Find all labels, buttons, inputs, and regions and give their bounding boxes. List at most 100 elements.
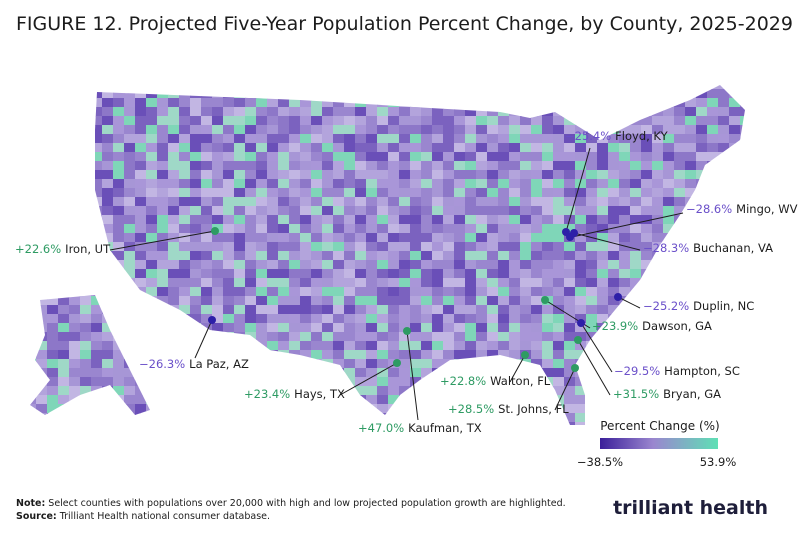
county bbox=[234, 413, 246, 423]
county bbox=[520, 143, 532, 153]
county bbox=[146, 314, 158, 324]
county bbox=[91, 170, 103, 180]
county bbox=[256, 224, 268, 234]
county bbox=[245, 134, 257, 144]
county bbox=[135, 314, 147, 324]
county bbox=[740, 287, 745, 297]
leader bbox=[554, 367, 576, 411]
county bbox=[432, 404, 444, 414]
county bbox=[652, 242, 664, 252]
county bbox=[443, 350, 455, 360]
county bbox=[619, 143, 631, 153]
county bbox=[575, 413, 587, 423]
county bbox=[696, 89, 708, 99]
county bbox=[58, 404, 70, 414]
county bbox=[322, 170, 334, 180]
county bbox=[696, 152, 708, 162]
county bbox=[410, 350, 422, 360]
county bbox=[432, 251, 444, 261]
county bbox=[190, 152, 202, 162]
county bbox=[553, 296, 565, 306]
county bbox=[179, 98, 191, 108]
county bbox=[201, 107, 213, 117]
county bbox=[575, 134, 587, 144]
county bbox=[498, 179, 510, 189]
county bbox=[245, 98, 257, 108]
county bbox=[30, 350, 37, 360]
county bbox=[223, 287, 235, 297]
county bbox=[421, 143, 433, 153]
county bbox=[289, 305, 301, 315]
county bbox=[311, 332, 323, 342]
county bbox=[410, 260, 422, 270]
county bbox=[278, 125, 290, 135]
county bbox=[630, 116, 642, 126]
county bbox=[564, 377, 576, 387]
county bbox=[256, 359, 268, 369]
county bbox=[245, 422, 257, 425]
county bbox=[729, 161, 741, 171]
county bbox=[652, 179, 664, 189]
county bbox=[476, 143, 488, 153]
county bbox=[344, 161, 356, 171]
county bbox=[311, 125, 323, 135]
county bbox=[586, 404, 598, 414]
county bbox=[487, 287, 499, 297]
county bbox=[630, 161, 642, 171]
county bbox=[377, 314, 389, 324]
county bbox=[289, 98, 301, 108]
county bbox=[608, 143, 620, 153]
county bbox=[553, 143, 565, 153]
county bbox=[333, 134, 345, 144]
county bbox=[124, 215, 136, 225]
county bbox=[619, 170, 631, 180]
county bbox=[388, 323, 400, 333]
county bbox=[179, 134, 191, 144]
county bbox=[355, 359, 367, 369]
county bbox=[256, 332, 268, 342]
county bbox=[454, 143, 466, 153]
county bbox=[102, 341, 114, 351]
county bbox=[267, 260, 279, 270]
county bbox=[740, 85, 745, 90]
county bbox=[575, 251, 587, 261]
county bbox=[201, 395, 213, 405]
county bbox=[168, 296, 180, 306]
county bbox=[641, 224, 653, 234]
county bbox=[487, 89, 499, 99]
note: Note: Select counties with populations o… bbox=[16, 498, 566, 509]
county bbox=[652, 161, 664, 171]
county bbox=[476, 242, 488, 252]
county bbox=[509, 323, 521, 333]
county bbox=[410, 170, 422, 180]
county bbox=[740, 89, 745, 99]
county bbox=[498, 161, 510, 171]
county bbox=[531, 287, 543, 297]
annotation-label: Floyd, KY bbox=[615, 129, 668, 143]
county bbox=[498, 215, 510, 225]
county bbox=[707, 188, 719, 198]
county bbox=[421, 323, 433, 333]
county bbox=[454, 233, 466, 243]
county bbox=[80, 305, 92, 315]
county bbox=[498, 98, 510, 108]
county bbox=[410, 152, 422, 162]
county bbox=[157, 98, 169, 108]
county bbox=[355, 161, 367, 171]
county bbox=[69, 323, 81, 333]
county bbox=[476, 116, 488, 126]
county bbox=[289, 116, 301, 126]
county bbox=[300, 161, 312, 171]
county bbox=[531, 251, 543, 261]
county bbox=[751, 116, 763, 126]
county bbox=[289, 404, 301, 414]
county bbox=[146, 422, 158, 425]
county bbox=[575, 404, 587, 414]
county bbox=[157, 395, 169, 405]
county bbox=[234, 197, 246, 207]
county bbox=[201, 386, 213, 396]
county bbox=[322, 125, 334, 135]
county bbox=[509, 215, 521, 225]
county bbox=[652, 206, 664, 216]
county bbox=[729, 170, 741, 180]
